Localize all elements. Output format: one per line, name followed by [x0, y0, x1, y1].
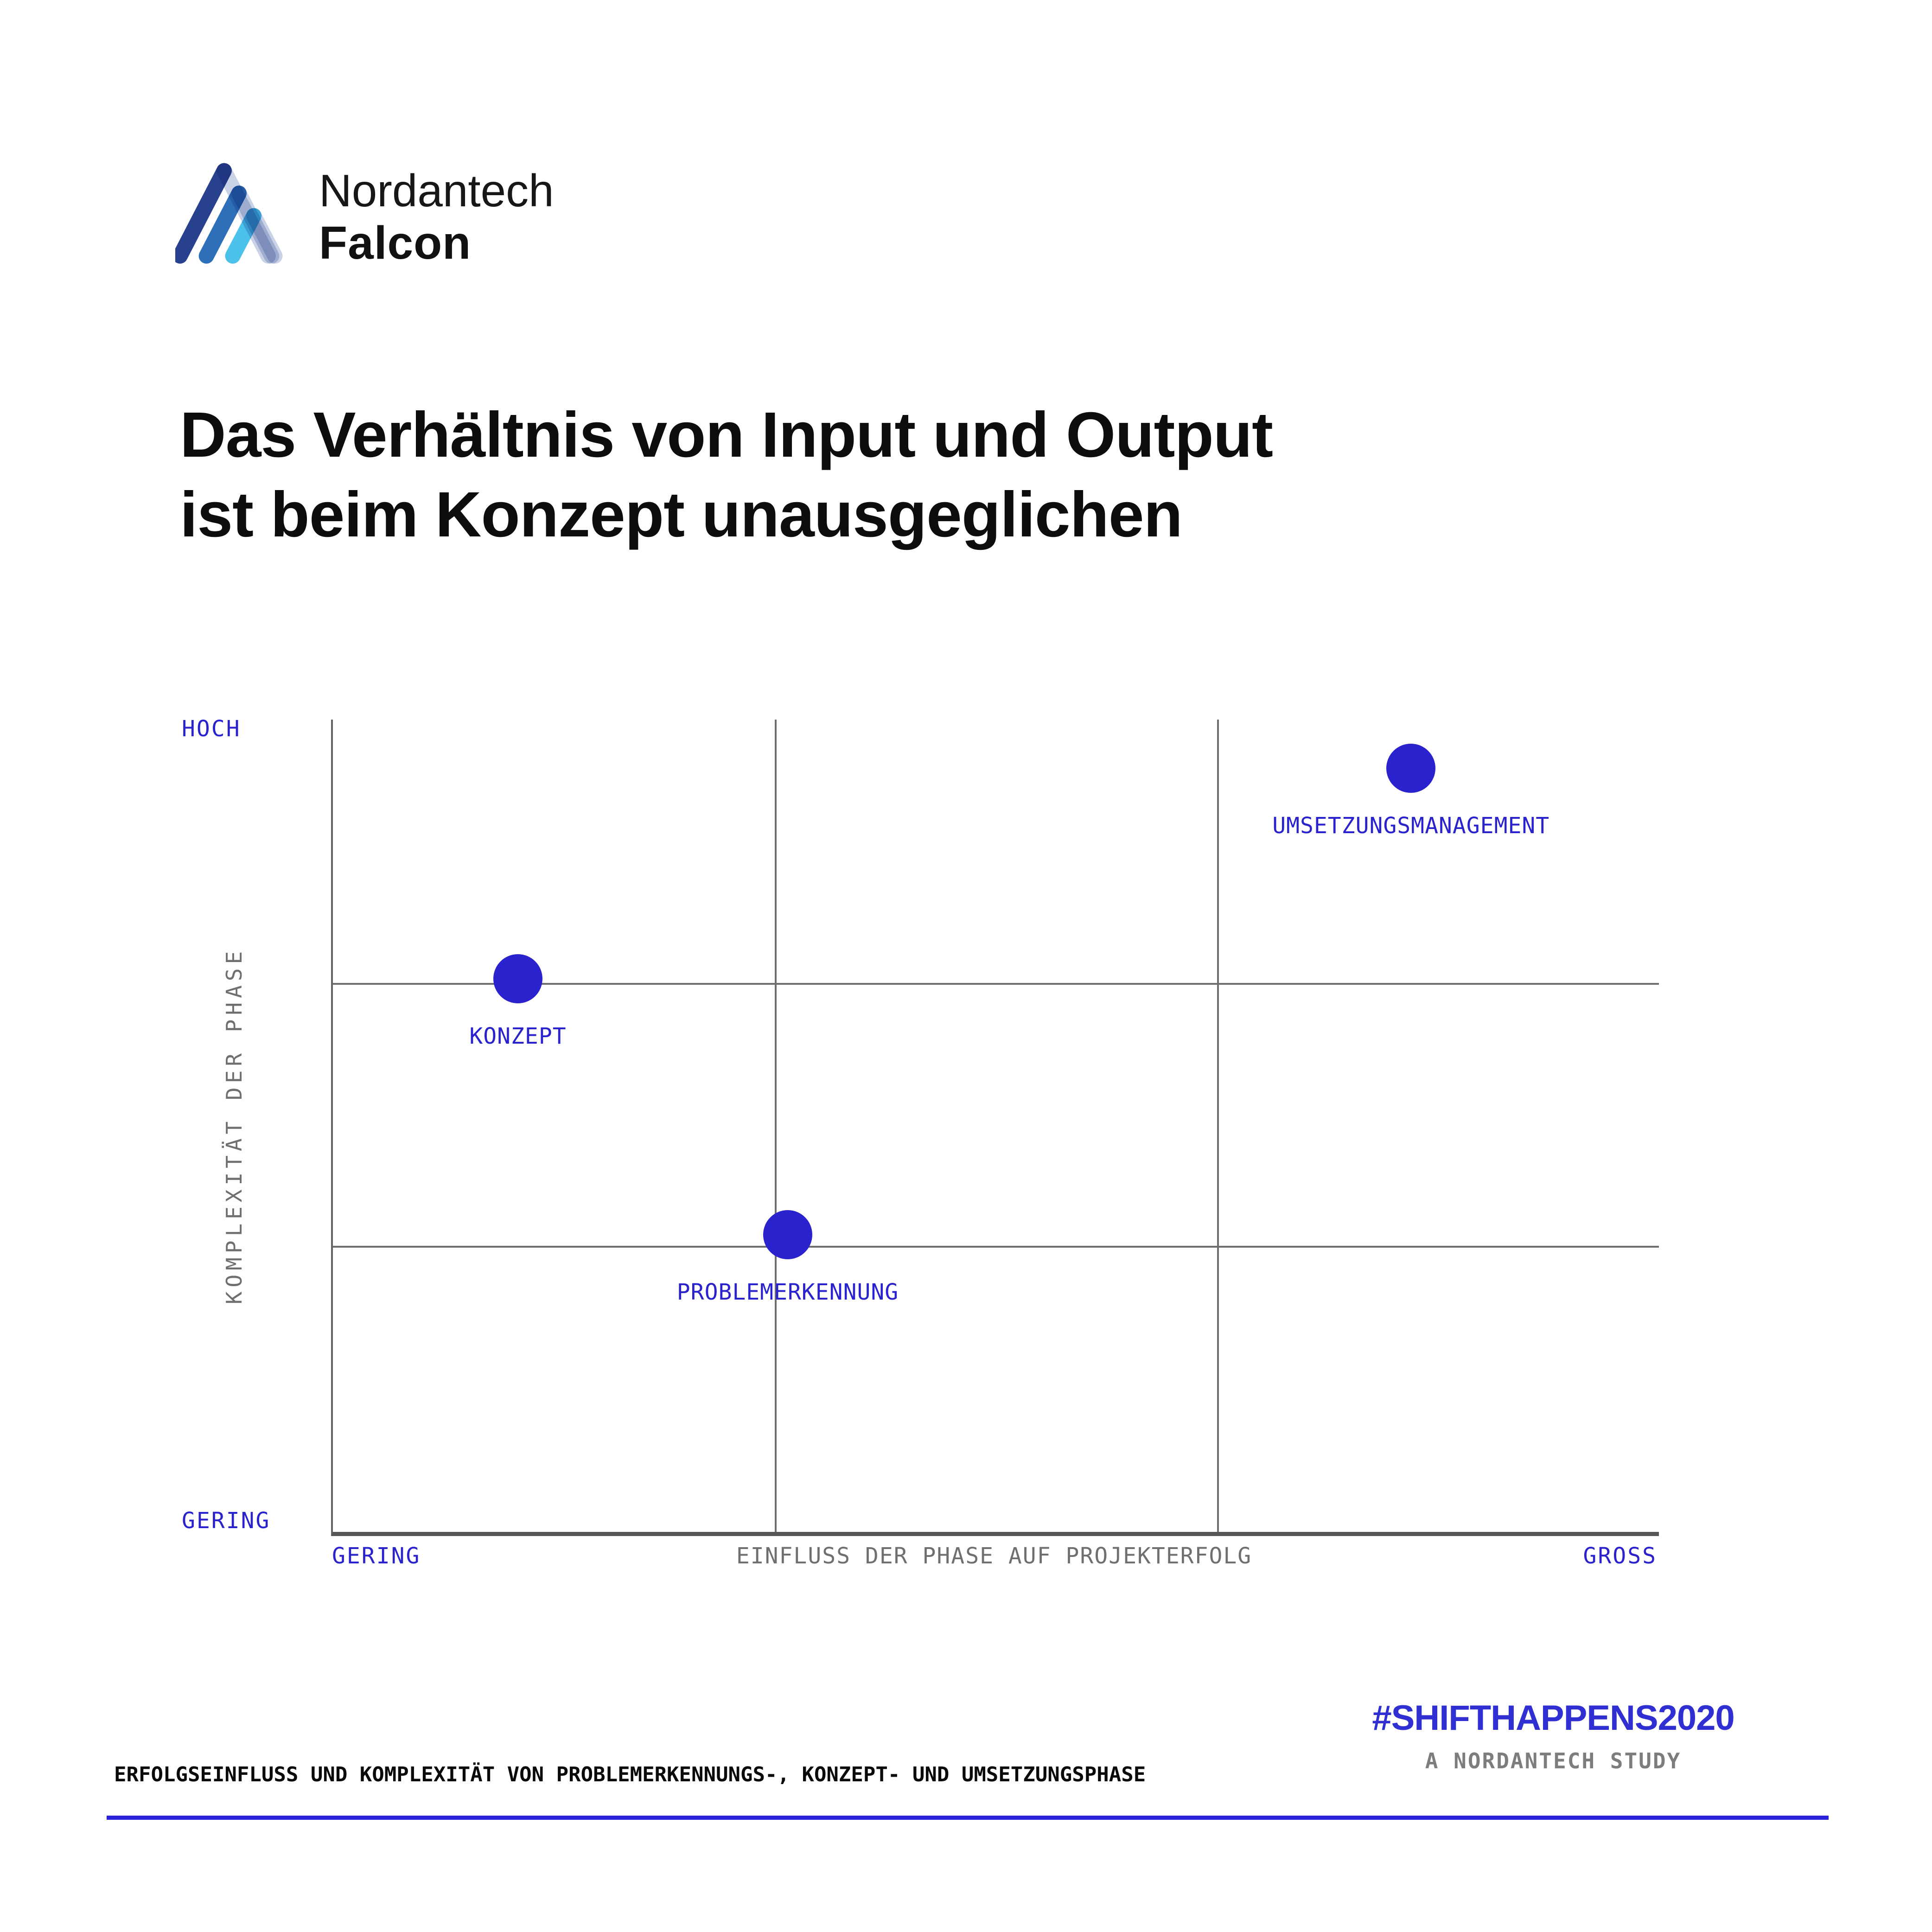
data-point-umsetzungsmanagement — [1386, 744, 1436, 793]
data-point-label-problemerkennung: PROBLEMERKENNUNG — [676, 1279, 899, 1305]
y-axis-max-label: HOCH — [182, 716, 241, 742]
page-title-line2: ist beim Konzept unausgeglichen — [180, 479, 1183, 550]
hashtag-label: #SHIFTHAPPENS2020 — [1372, 1698, 1734, 1738]
logo-brand-name: Nordantech — [319, 165, 554, 216]
x-axis-max-label: GROSS — [1583, 1543, 1657, 1569]
vertical-gridline-1 — [775, 720, 777, 1532]
horizontal-gridline-2 — [333, 1246, 1659, 1248]
x-axis-min-label: GERING — [332, 1543, 421, 1569]
study-label: A NORDANTECH STUDY — [1425, 1748, 1682, 1773]
study-credit-block: #SHIFTHAPPENS2020 A NORDANTECH STUDY — [1368, 1698, 1739, 1773]
vertical-gridline-2 — [1217, 720, 1219, 1532]
y-axis-title: KOMPLEXITÄT DER PHASE — [222, 947, 247, 1305]
data-point-konzept — [493, 954, 542, 1003]
data-point-problemerkennung — [763, 1210, 812, 1259]
horizontal-gridline-1 — [333, 982, 1659, 985]
chart-caption: ERFOLGSEINFLUSS UND KOMPLEXITÄT VON PROB… — [114, 1763, 1146, 1786]
logo-product-name: Falcon — [319, 217, 472, 269]
y-axis-min-label: GERING — [182, 1508, 271, 1534]
x-axis-title: EINFLUSS DER PHASE AUF PROJEKTERFOLG — [736, 1543, 1252, 1569]
logo-wordmark: Nordantech Falcon — [319, 168, 554, 266]
nordantech-logo-icon — [175, 163, 283, 264]
quadrant-chart: UMSETZUNGSMANAGEMENT KONZEPT PROBLEMERKENN… — [331, 720, 1659, 1536]
page-title-line1: Das Verhältnis von Input und Output — [180, 399, 1273, 471]
data-point-label-umsetzungsmanagement: UMSETZUNGSMANAGEMENT — [1272, 813, 1550, 839]
footer-accent-line — [107, 1816, 1829, 1820]
data-point-label-konzept: KONZEPT — [469, 1023, 567, 1049]
page-title: Das Verhältnis von Input und Output ist … — [180, 395, 1273, 555]
